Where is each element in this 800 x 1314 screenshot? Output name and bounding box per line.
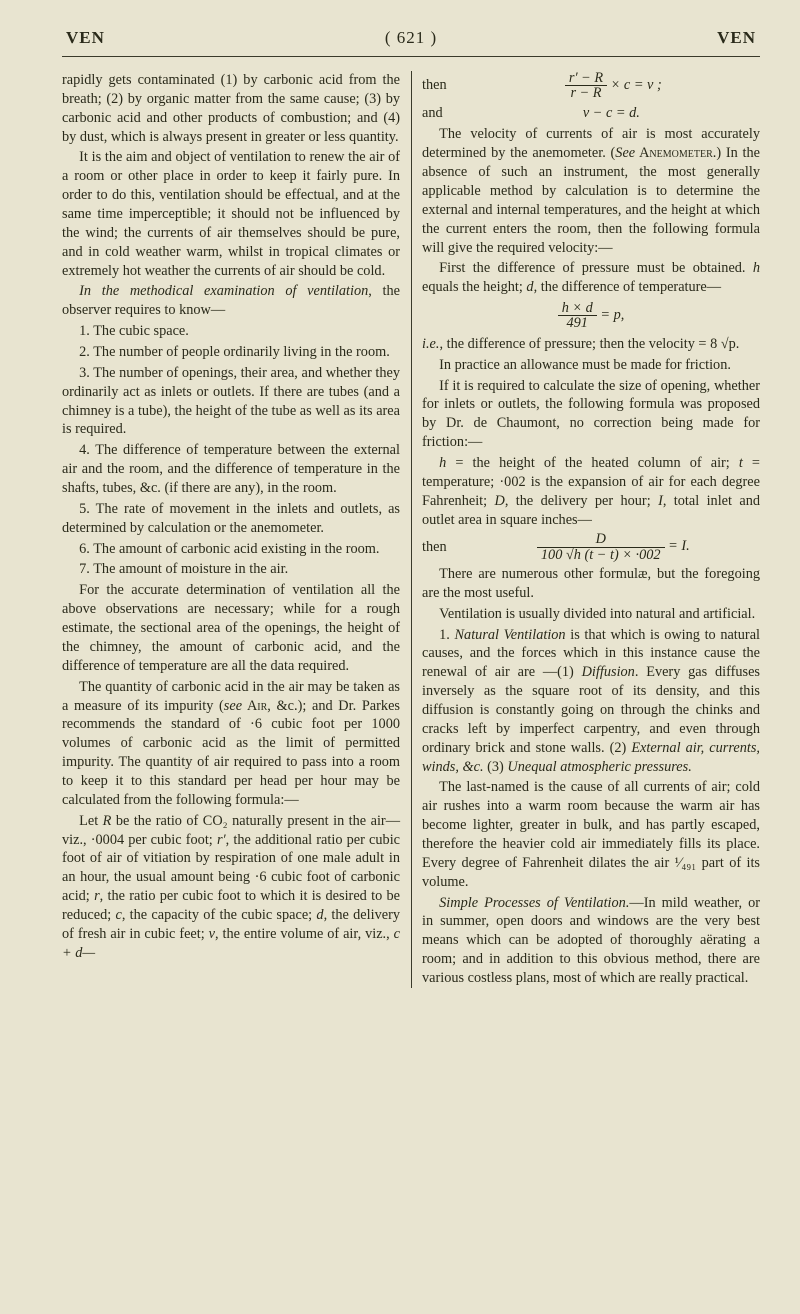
c2-f1-bot: 491 xyxy=(558,316,597,330)
c1-l5: 5. The rate of movement in the inlets an… xyxy=(62,500,400,538)
c2-f2-bot: 100 √h (t − t) × ·002 xyxy=(537,548,665,562)
c1-p6e: , the capacity of the cubic space; xyxy=(122,907,317,923)
c2-p9d: (3) xyxy=(484,759,508,775)
c2-p3a: i.e. xyxy=(422,336,439,352)
c1-p5-air: Air xyxy=(242,698,267,714)
c1-p6a: Let xyxy=(79,813,103,829)
c2-p2d: d xyxy=(526,279,533,295)
c1-p6d2: d xyxy=(316,907,323,923)
c2-p1-see: See xyxy=(615,145,635,161)
c2-p3b: , the difference of pressure; then the v… xyxy=(439,336,739,352)
c1-l7: 7. The amount of moisture in the air. xyxy=(62,560,400,579)
c2-p2: First the difference of pressure must be… xyxy=(422,259,760,297)
c2-and: and xyxy=(422,104,463,123)
c2-p9-diff: Diffusion xyxy=(582,664,635,680)
c2-p9-un: Unequal atmospheric pressures. xyxy=(507,759,691,775)
head-center: ( 621 ) xyxy=(385,28,437,48)
c1-p3-ital: In the methodical examination of ventila… xyxy=(79,283,368,299)
c2-eq1-rhs: r′ − R r − R × c = v ; xyxy=(467,71,760,101)
c2-p6b: = the height of the heated column of air… xyxy=(446,455,739,471)
c2-f1-top: h × d xyxy=(558,301,597,316)
c1-l4: 4. The difference of temperature between… xyxy=(62,441,400,498)
body-columns: rapidly gets contaminated (1) by carboni… xyxy=(62,71,760,988)
c2-p11: Simple Processes of Ventilation.—In mild… xyxy=(422,894,760,988)
running-head: VEN ( 621 ) VEN xyxy=(62,28,760,54)
c2-p4: In practice an allowance must be made fo… xyxy=(422,356,760,375)
c2-f2-tail: = I. xyxy=(665,538,690,554)
c2-then: then xyxy=(422,76,467,95)
c2-f1-tail: = p, xyxy=(597,307,625,323)
c2-p2a: First the difference of pressure must be… xyxy=(439,260,753,276)
c2-f2-rhs: D 100 √h (t − t) × ·002 = I. xyxy=(467,532,760,562)
c2-f2: then D 100 √h (t − t) × ·002 = I. xyxy=(422,532,760,562)
c2-p9: 1. Natural Ventilation is that which is … xyxy=(422,626,760,777)
c2-f2-top: D xyxy=(537,532,665,547)
c2-p9-nat: Natural Ventilation xyxy=(455,627,566,643)
c2-p10: The last-named is the cause of all curre… xyxy=(422,778,760,891)
c2-p9a: 1. xyxy=(439,627,454,643)
c1-p2: It is the aim and object of ventilation … xyxy=(62,148,400,280)
c2-f1: h × d 491 = p, xyxy=(422,301,760,331)
c2-eq1-frac: r′ − R r − R xyxy=(565,71,607,101)
c1-p4: For the accurate determination of ventil… xyxy=(62,581,400,675)
c1-p1: rapidly gets contaminated (1) by carboni… xyxy=(62,71,400,146)
c1-l3: 3. The number of openings, their area, a… xyxy=(62,364,400,439)
c2-f1-frac: h × d 491 xyxy=(558,301,597,331)
c2-p2b: equals the height; xyxy=(422,279,526,295)
c1-l2: 2. The number of people ordinarily livin… xyxy=(62,343,400,362)
c1-p6g: , the entire volume of air, viz., xyxy=(215,926,394,942)
head-rule xyxy=(62,56,760,57)
c2-p1b: .) In the absence of such an instrument,… xyxy=(422,145,760,255)
c1-p6rp: r′ xyxy=(217,832,226,848)
c1-p5b: , &c.); and Dr. Parkes recommends the st… xyxy=(62,698,400,808)
c2-p5: If it is required to calculate the size … xyxy=(422,377,760,452)
c2-p6: h = the height of the heated column of a… xyxy=(422,454,760,529)
c2-p7: There are numerous other formulæ, but th… xyxy=(422,565,760,603)
c1-l6: 6. The amount of carbonic acid existing … xyxy=(62,540,400,559)
c2-p8: Ventilation is usually divided into natu… xyxy=(422,605,760,624)
c2-p6f: , the delivery per hour; xyxy=(505,493,658,509)
c1-p5-see: see xyxy=(224,698,242,714)
c2-p1-anem: Anemometer xyxy=(635,145,713,161)
c2-p1: The velocity of currents of air is most … xyxy=(422,125,760,257)
c2-eq2: and v − c = d. xyxy=(422,104,760,123)
c2-then2: then xyxy=(422,538,467,557)
page: VEN ( 621 ) VEN rapidly gets contaminate… xyxy=(0,0,800,1314)
c1-p5: The quantity of carbonic acid in the air… xyxy=(62,678,400,810)
c2-eq1: then r′ − R r − R × c = v ; xyxy=(422,71,760,101)
head-right: VEN xyxy=(717,28,756,48)
c2-eq1-bot: r − R xyxy=(565,86,607,100)
c2-eq1-top: r′ − R xyxy=(565,71,607,86)
c1-p3: In the methodical examination of ventila… xyxy=(62,282,400,320)
c2-eq2-rhs: v − c = d. xyxy=(463,104,760,123)
c2-p11a: Simple Processes of Ventilation. xyxy=(439,895,629,911)
c2-p2h: h xyxy=(753,260,760,276)
c2-eq1-tail: × c = v ; xyxy=(607,77,662,93)
head-left: VEN xyxy=(66,28,105,48)
c2-f2-frac: D 100 √h (t − t) × ·002 xyxy=(537,532,665,562)
c2-p3: i.e., the difference of pressure; then t… xyxy=(422,335,760,354)
c1-l1: 1. The cubic space. xyxy=(62,322,400,341)
c2-p6e: D xyxy=(495,493,505,509)
c2-p2c: , the difference of temperature— xyxy=(534,279,722,295)
c1-p6: Let R be the ratio of CO₂ naturally pres… xyxy=(62,812,400,963)
